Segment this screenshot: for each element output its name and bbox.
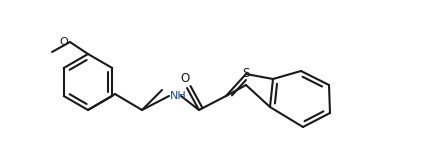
Text: NH: NH xyxy=(170,91,187,101)
Text: O: O xyxy=(180,72,190,85)
Text: S: S xyxy=(242,67,250,80)
Text: O: O xyxy=(59,37,68,47)
